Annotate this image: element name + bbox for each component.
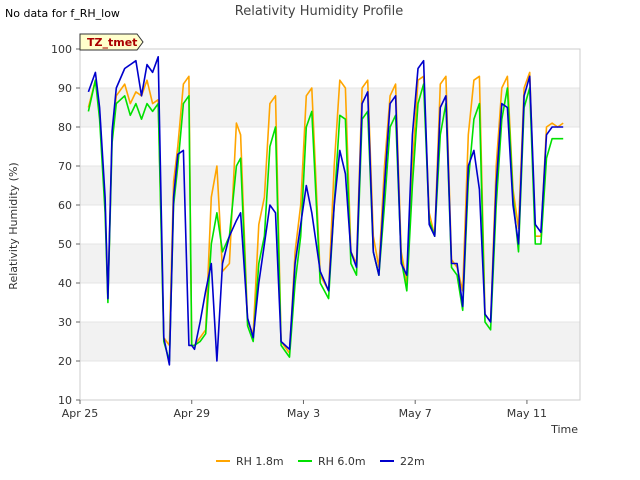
y-axis-label: Relativity Humidity (%) [7, 162, 20, 289]
grid-band [80, 88, 580, 127]
legend-item: RH 6.0m [298, 455, 366, 468]
grid-band [80, 322, 580, 361]
y-tick-label: 90 [58, 82, 72, 95]
chart-title: Relativity Humidity Profile [235, 4, 403, 19]
y-axis: 10 20 30 40 50 60 70 80 90 100 [51, 43, 80, 407]
y-tick-label: 40 [58, 277, 72, 290]
annotation-badge: TZ_tmet [79, 33, 144, 51]
y-tick-label: 70 [58, 160, 72, 173]
series-layer [87, 55, 564, 366]
x-tick-label: May 11 [507, 407, 547, 420]
y-tick-label: 60 [58, 199, 72, 212]
grid-band [80, 166, 580, 205]
plot-frame [79, 48, 581, 401]
y-tick-label: 20 [58, 355, 72, 368]
y-tick-label: 50 [58, 238, 72, 251]
x-tick-label: Apr 29 [173, 407, 210, 420]
no-data-note: No data for f_RH_low [5, 7, 120, 20]
x-axis: Apr 25 Apr 29 May 3 May 7 May 11 [62, 400, 547, 420]
y-tick-label: 10 [58, 394, 72, 407]
y-tick-label: 80 [58, 121, 72, 134]
y-tick-label: 30 [58, 316, 72, 329]
annotation-box [79, 33, 144, 51]
x-axis-label: Time [550, 423, 578, 436]
legend-label: 22m [400, 455, 425, 468]
series-line-22m [87, 55, 564, 366]
legend-label: RH 1.8m [236, 455, 284, 468]
x-tick-label: Apr 25 [62, 407, 99, 420]
x-tick-label: May 3 [287, 407, 320, 420]
legend-label: RH 6.0m [318, 455, 366, 468]
legend: RH 1.8m RH 6.0m 22m [216, 455, 425, 468]
y-tick-label: 100 [51, 43, 72, 56]
annotation-label: TZ_tmet [87, 36, 137, 49]
legend-item: 22m [380, 455, 425, 468]
legend-item: RH 1.8m [216, 455, 284, 468]
x-tick-label: May 7 [399, 407, 432, 420]
